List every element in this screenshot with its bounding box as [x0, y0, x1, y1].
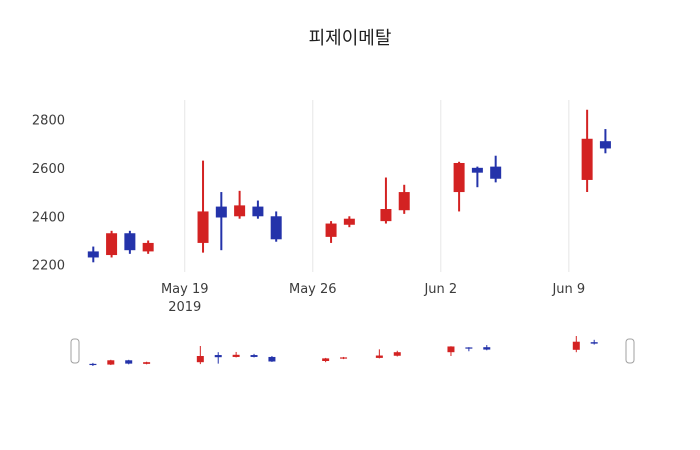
candle[interactable]: [398, 184, 410, 214]
y-tick-label: 2200: [32, 259, 65, 274]
candle: [196, 346, 204, 365]
rangeslider[interactable]: [70, 332, 635, 370]
candle[interactable]: [215, 192, 227, 251]
candle[interactable]: [380, 177, 392, 224]
candle: [268, 356, 276, 362]
candle[interactable]: [270, 211, 282, 242]
candle: [375, 349, 383, 359]
rangeslider-left-handle[interactable]: [70, 338, 80, 364]
chart-title: 피제이메탈: [309, 28, 392, 49]
candle: [107, 359, 115, 366]
rangeslider-track[interactable]: [75, 332, 630, 370]
x-tick-label: Jun 2: [423, 282, 457, 297]
x-tick-label: May 19: [161, 282, 209, 297]
candle: [340, 356, 348, 360]
candle[interactable]: [197, 160, 209, 253]
candle: [393, 350, 401, 357]
candle[interactable]: [599, 129, 611, 154]
candle: [250, 353, 258, 358]
candle: [465, 347, 473, 352]
candle[interactable]: [343, 216, 355, 228]
candle[interactable]: [252, 200, 264, 219]
candle: [143, 361, 151, 365]
candle[interactable]: [453, 161, 465, 212]
candle: [590, 339, 598, 345]
plot-area[interactable]: [75, 100, 642, 272]
candle[interactable]: [106, 230, 118, 258]
candle[interactable]: [142, 240, 154, 254]
candle: [232, 351, 240, 358]
y-tick-label: 2600: [32, 162, 65, 177]
axis-labels: 2200 2400 2600 2800 May 19 2019 May 26 Jun 2 Jun…: [32, 113, 585, 315]
grid-layer: [184, 100, 570, 272]
x-tick-label: May 26: [289, 282, 337, 297]
candle: [447, 346, 455, 356]
candle[interactable]: [581, 109, 593, 193]
main-candles: [87, 109, 611, 263]
candle: [214, 352, 222, 364]
y-tick-label: 2400: [32, 210, 65, 225]
candle: [572, 336, 580, 353]
candle: [89, 362, 97, 366]
x-tick-label: Jun 9: [551, 282, 585, 297]
x-tick-sublabel: 2019: [168, 300, 201, 315]
candle[interactable]: [325, 221, 337, 243]
candle[interactable]: [124, 230, 136, 254]
rangeslider-right-handle[interactable]: [625, 338, 635, 364]
candle[interactable]: [87, 246, 99, 263]
candle: [322, 357, 330, 363]
candle[interactable]: [471, 166, 483, 188]
candle: [483, 345, 491, 351]
candle[interactable]: [490, 155, 502, 183]
y-tick-label: 2800: [32, 113, 65, 128]
candle[interactable]: [234, 190, 246, 219]
candle: [125, 359, 133, 365]
